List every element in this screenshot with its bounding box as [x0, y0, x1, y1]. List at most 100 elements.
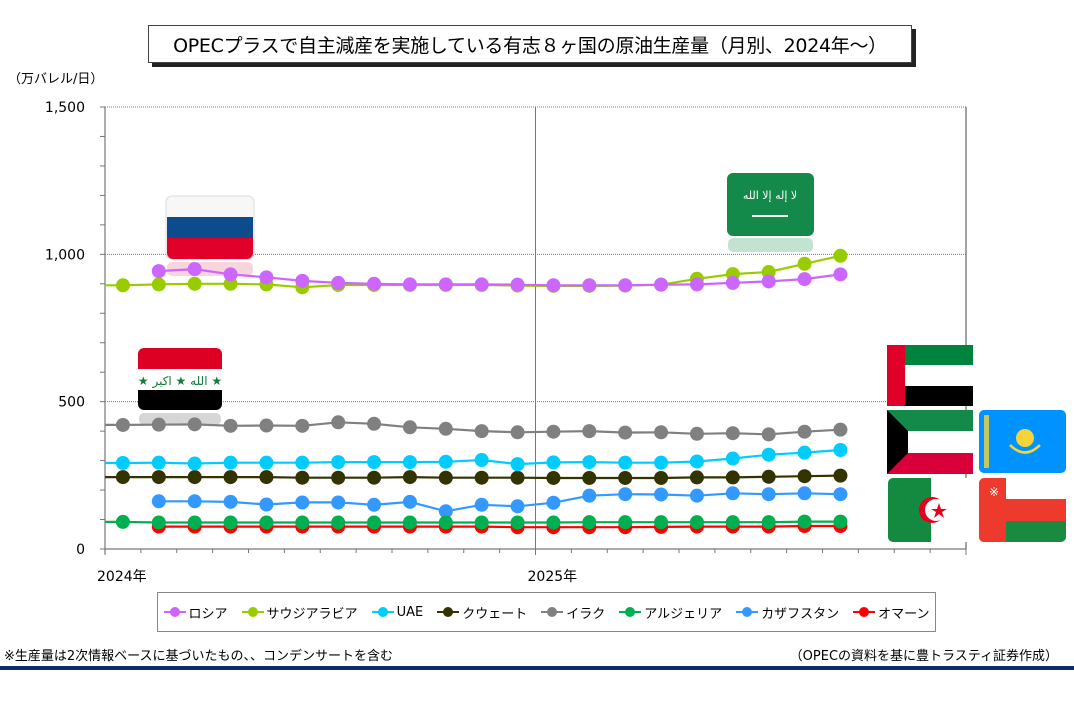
- data-point: [259, 497, 274, 512]
- data-point: [331, 455, 346, 470]
- data-point: [582, 515, 597, 530]
- saudi-arabia-flag-icon: ﻻ ﺇﻟﻪ ﺇﻻ ﺍﻟﻠﻪ: [727, 173, 814, 252]
- data-point: [582, 488, 597, 503]
- line-chart: 0 500 1,000 1,500 2024年 2025年 ﻻ ﺇﻟﻪ ﺇﻻ ﺍﻟﻠﻪ ★…: [45, 100, 1066, 585]
- data-point: [331, 515, 346, 530]
- data-point: [151, 494, 166, 509]
- data-point: [797, 424, 812, 439]
- data-point: [402, 420, 417, 435]
- data-point: [187, 456, 202, 471]
- data-point: [833, 514, 848, 529]
- data-point: [546, 470, 561, 485]
- data-point: [115, 514, 130, 529]
- data-point: [654, 425, 669, 440]
- data-point: [618, 425, 633, 440]
- russia-flag-icon: [165, 195, 255, 276]
- data-point: [187, 262, 202, 277]
- data-point: [833, 248, 848, 263]
- data-point: [797, 445, 812, 460]
- data-point: [187, 494, 202, 509]
- series-4: [105, 468, 848, 485]
- data-point: [689, 470, 704, 485]
- data-point: [474, 277, 489, 292]
- data-point: [223, 494, 238, 509]
- data-point: [725, 486, 740, 501]
- series-layer: [105, 248, 848, 535]
- legend-item: サウジアラビア: [241, 603, 358, 622]
- legend-marker-icon: [163, 607, 186, 617]
- data-point: [187, 276, 202, 291]
- data-point: [331, 470, 346, 485]
- data-point: [618, 278, 633, 293]
- data-point: [259, 470, 274, 485]
- data-point: [402, 494, 417, 509]
- data-point: [546, 495, 561, 510]
- y-tick-label: 0: [76, 542, 85, 558]
- data-point: [618, 515, 633, 530]
- legend-item: イラク: [541, 603, 605, 622]
- data-point: [797, 469, 812, 484]
- data-point: [295, 495, 310, 510]
- data-point: [654, 277, 669, 292]
- legend-label: アルジェリア: [644, 606, 723, 622]
- data-point: [295, 515, 310, 530]
- data-point: [187, 417, 202, 432]
- uae-flag-icon: [887, 345, 973, 406]
- data-point: [833, 267, 848, 282]
- chart-legend: ロシア サウジアラビア UAE クウェート イラク アルジェリア カザフスタン オマーン: [157, 592, 936, 632]
- grid: [105, 106, 967, 549]
- data-point: [259, 418, 274, 433]
- data-point: [259, 270, 274, 285]
- data-point: [725, 515, 740, 530]
- data-point: [474, 470, 489, 485]
- svg-text:※: ※: [989, 485, 999, 499]
- y-tick-label: 1,500: [45, 100, 85, 116]
- legend-marker-icon: [241, 607, 264, 617]
- data-point: [725, 426, 740, 441]
- data-point: [115, 455, 130, 470]
- data-point: [618, 470, 633, 485]
- x-tick-label: 2024年: [97, 569, 147, 585]
- data-point: [223, 455, 238, 470]
- legend-item: ロシア: [163, 603, 228, 622]
- data-point: [223, 470, 238, 485]
- data-point: [761, 447, 776, 462]
- data-point: [367, 497, 382, 512]
- data-point: [331, 415, 346, 430]
- data-point: [510, 499, 525, 514]
- footnote: ※生産量は2次情報ベースに基づいたもの、、コンデンサートを含む: [4, 649, 394, 664]
- source-credit: （OPECの資料を基に豊トラスティ証券作成）: [789, 649, 1058, 664]
- data-point: [474, 453, 489, 468]
- svg-text:ﻻ ﺇﻟﻪ ﺇﻻ ﺍﻟﻠﻪ: ﻻ ﺇﻟﻪ ﺇﻻ ﺍﻟﻠﻪ: [743, 189, 797, 202]
- legend-item: カザフスタン: [736, 603, 839, 622]
- data-point: [797, 486, 812, 501]
- data-point: [797, 272, 812, 287]
- data-point: [402, 277, 417, 292]
- data-point: [151, 277, 166, 292]
- data-point: [654, 487, 669, 502]
- data-point: [223, 418, 238, 433]
- series-5: [105, 415, 848, 442]
- data-point: [474, 497, 489, 512]
- data-point: [546, 424, 561, 439]
- data-point: [438, 504, 453, 519]
- legend-item: UAE: [371, 604, 424, 620]
- data-point: [797, 514, 812, 529]
- data-point: [689, 515, 704, 530]
- data-point: [725, 275, 740, 290]
- data-point: [546, 515, 561, 530]
- data-point: [367, 470, 382, 485]
- data-point: [654, 455, 669, 470]
- legend-item: アルジェリア: [619, 603, 722, 622]
- legend-item: オマーン: [853, 603, 929, 622]
- legend-item: クウェート: [437, 603, 527, 622]
- legend-label: オマーン: [878, 606, 930, 622]
- legend-label: UAE: [396, 604, 424, 620]
- legend-marker-icon: [437, 607, 460, 617]
- data-point: [115, 470, 130, 485]
- data-point: [295, 455, 310, 470]
- data-point: [833, 422, 848, 437]
- data-point: [689, 426, 704, 441]
- data-point: [223, 515, 238, 530]
- data-point: [546, 278, 561, 293]
